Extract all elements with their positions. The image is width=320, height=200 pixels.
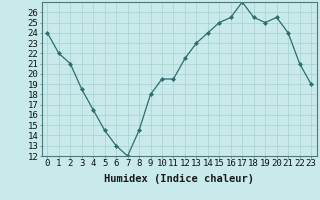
X-axis label: Humidex (Indice chaleur): Humidex (Indice chaleur) bbox=[104, 174, 254, 184]
